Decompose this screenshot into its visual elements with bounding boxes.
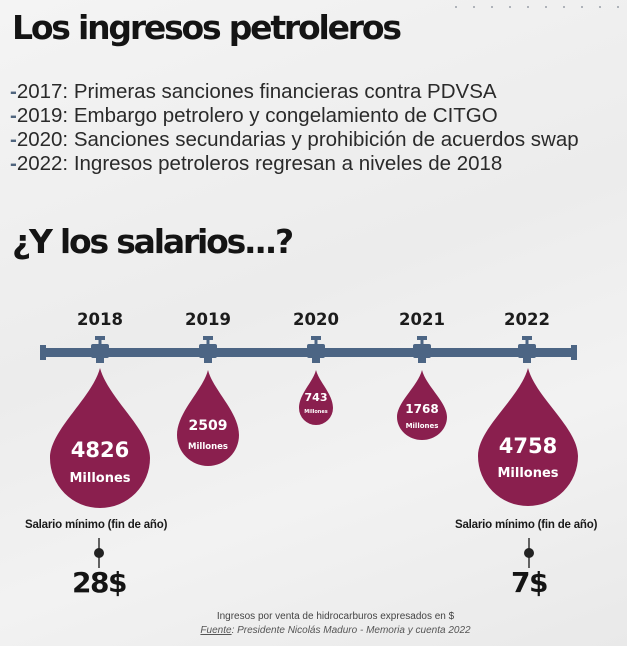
list-item: -2017: Primeras sanciones financieras co…	[10, 80, 579, 104]
list-dash: -	[10, 80, 17, 103]
drop-2021: 1768 Millones	[397, 370, 447, 440]
faucet-icon	[413, 336, 431, 363]
decorative-dots	[455, 6, 619, 8]
faucet-icon	[307, 336, 325, 363]
source-text: : Presidente Nicolás Maduro - Memoria y …	[231, 625, 471, 636]
faucet-icon	[518, 336, 536, 363]
drop-icon	[177, 370, 239, 466]
drop-icon	[478, 368, 578, 506]
source-line: Fuente: Presidente Nicolás Maduro - Memo…	[22, 624, 627, 638]
wage-value-2022: 7$	[511, 566, 548, 599]
event-text: 2020: Sanciones secundarias y prohibició…	[16, 128, 579, 151]
drop-value: 2509	[188, 418, 228, 434]
pipe-cap-right	[571, 345, 577, 360]
drop-icon	[299, 370, 333, 425]
list-dash: -	[10, 152, 17, 175]
page-title: Los ingresos petroleros	[12, 8, 402, 47]
year-label-2019: 2019	[185, 310, 231, 329]
sanctions-list: -2017: Primeras sanciones financieras co…	[10, 80, 579, 176]
faucet-icon	[199, 336, 217, 363]
drop-2019: 2509 Millones	[177, 370, 239, 466]
year-label-2018: 2018	[77, 310, 123, 329]
drop-unit: Millones	[497, 466, 559, 481]
wage-label-2018: Salario mínimo (fin de año)	[25, 519, 168, 531]
drop-unit: Millones	[69, 471, 131, 486]
faucet-icon	[91, 336, 109, 363]
drop-value: 4758	[498, 434, 558, 458]
wage-label-2022: Salario mínimo (fin de año)	[455, 519, 598, 531]
source-label: Fuente	[200, 625, 232, 636]
list-item: -2020: Sanciones secundarias y prohibici…	[10, 128, 579, 152]
drop-icon	[397, 370, 447, 440]
list-dash: -	[10, 128, 17, 151]
drop-unit: Millones	[405, 422, 439, 430]
drop-2022: 4758 Millones	[478, 368, 578, 506]
event-text: 2019: Embargo petrolero y congelamiento …	[16, 104, 498, 127]
drop-value: 743	[304, 391, 328, 404]
drop-unit: Millones	[304, 409, 328, 415]
wage-value-2018: 28$	[72, 566, 127, 599]
pin-icon	[524, 538, 534, 568]
drop-unit: Millones	[188, 442, 228, 452]
event-text: 2017: Primeras sanciones financieras con…	[16, 80, 497, 103]
year-label-2020: 2020	[293, 310, 339, 329]
list-item: -2019: Embargo petrolero y congelamiento…	[10, 104, 579, 128]
pipe-cap-left	[40, 345, 46, 360]
drop-icon	[50, 368, 150, 508]
drop-2018: 4826 Millones	[50, 368, 150, 508]
list-item: -2022: Ingresos petroleros regresan a ni…	[10, 152, 579, 176]
drop-2020: 743 Millones	[299, 370, 333, 425]
drop-value: 4826	[70, 438, 130, 462]
pin-icon	[94, 538, 104, 568]
year-label-2021: 2021	[399, 310, 445, 329]
list-dash: -	[10, 104, 17, 127]
section-subtitle: ¿Y los salarios...?	[12, 222, 294, 261]
footnote-line: Ingresos por venta de hidrocarburos expr…	[216, 611, 455, 622]
year-label-2022: 2022	[504, 310, 550, 329]
drop-value: 1768	[405, 402, 439, 416]
footnote: Ingresos por venta de hidrocarburos expr…	[22, 610, 627, 638]
event-text: 2022: Ingresos petroleros regresan a niv…	[16, 152, 503, 175]
